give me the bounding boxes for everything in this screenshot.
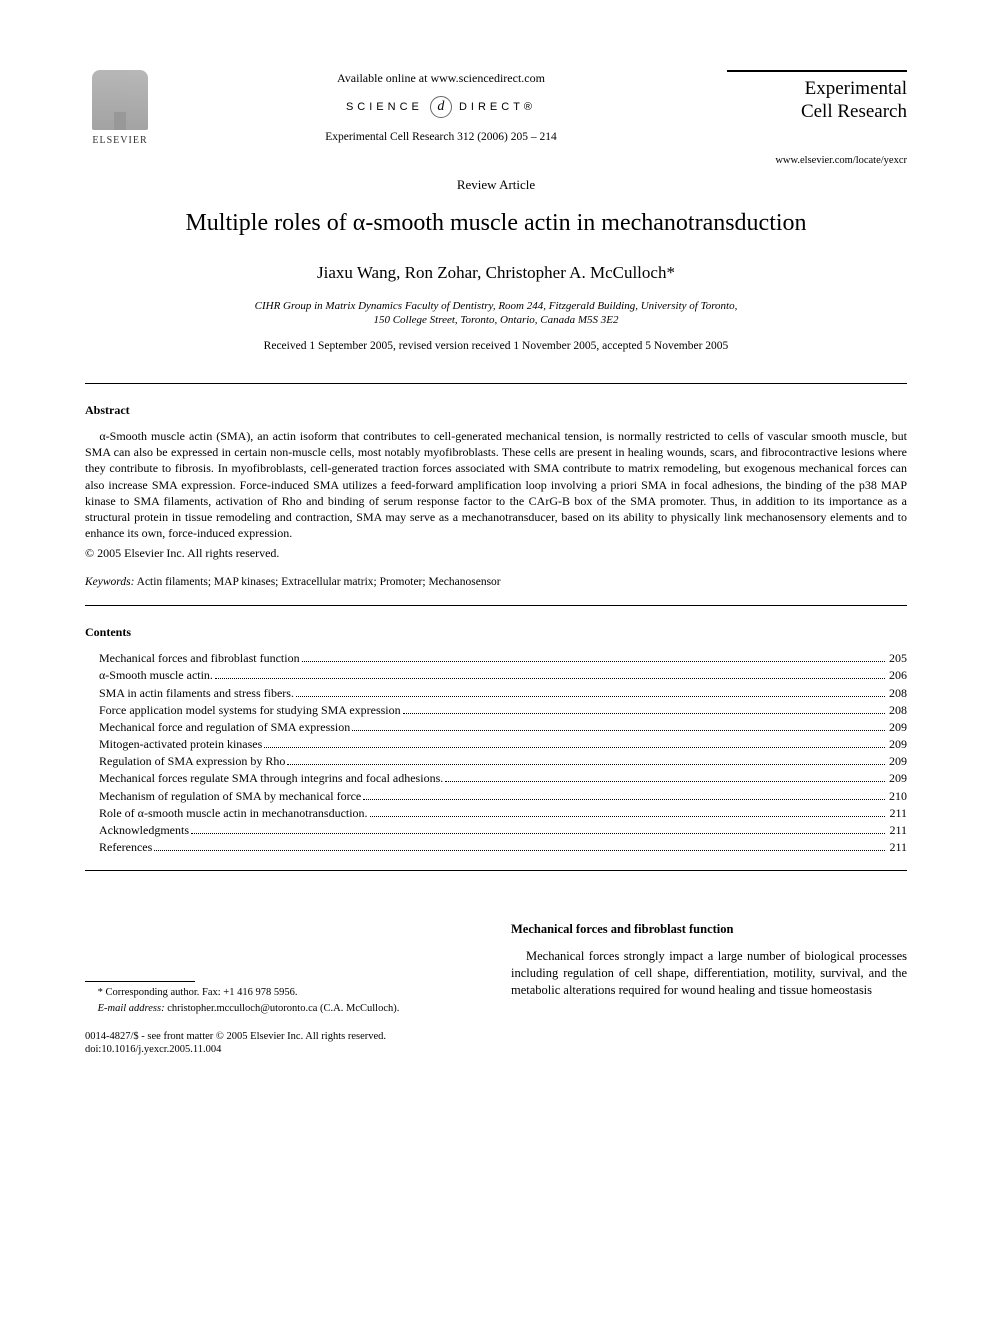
toc-page: 209: [889, 736, 907, 752]
email-line: E-mail address: christopher.mcculloch@ut…: [85, 1002, 481, 1016]
left-column: * Corresponding author. Fax: +1 416 978 …: [85, 921, 481, 1057]
toc-label: SMA in actin filaments and stress fibers…: [99, 685, 294, 701]
toc-row: Mechanical force and regulation of SMA e…: [99, 719, 907, 735]
toc-dots: [215, 670, 885, 680]
toc-dots: [264, 738, 885, 748]
publisher-logo: ELSEVIER: [85, 70, 155, 148]
email-value: christopher.mcculloch@utoronto.ca (C.A. …: [165, 1003, 400, 1014]
header-row: ELSEVIER Available online at www.science…: [85, 70, 907, 168]
toc-label: Acknowledgments: [99, 822, 189, 838]
footer-line2: doi:10.1016/j.yexcr.2005.11.004: [85, 1043, 481, 1057]
divider: [85, 870, 907, 871]
toc-row: References 211: [99, 839, 907, 855]
toc-label: Mechanical forces and fibroblast functio…: [99, 650, 300, 666]
abstract-text: α-Smooth muscle actin (SMA), an actin is…: [85, 428, 907, 541]
footnotes: * Corresponding author. Fax: +1 416 978 …: [85, 981, 481, 1015]
journal-url: www.elsevier.com/locate/yexcr: [727, 154, 907, 168]
toc-dots: [403, 704, 885, 714]
journal-title: Experimental Cell Research: [727, 70, 907, 124]
publisher-name: ELSEVIER: [92, 134, 147, 148]
sd-right: DIRECT®: [459, 101, 536, 113]
toc-dots: [296, 687, 885, 697]
journal-reference: Experimental Cell Research 312 (2006) 20…: [175, 130, 707, 146]
toc-row: Mechanical forces regulate SMA through i…: [99, 770, 907, 786]
email-label: E-mail address:: [98, 1003, 165, 1014]
toc-row: α-Smooth muscle actin. 206: [99, 667, 907, 683]
elsevier-tree-icon: [92, 70, 148, 130]
toc-dots: [154, 842, 885, 852]
toc-page: 208: [889, 702, 907, 718]
toc-dots: [363, 790, 885, 800]
toc-row: SMA in actin filaments and stress fibers…: [99, 685, 907, 701]
toc-label: α-Smooth muscle actin.: [99, 667, 213, 683]
toc-label: Force application model systems for stud…: [99, 702, 401, 718]
toc-dots: [287, 756, 885, 766]
toc-page: 205: [889, 650, 907, 666]
article-title: Multiple roles of α-smooth muscle actin …: [85, 207, 907, 239]
sd-left: SCIENCE: [346, 101, 423, 113]
body-paragraph: Mechanical forces strongly impact a larg…: [511, 948, 907, 999]
available-online-text: Available online at www.sciencedirect.co…: [175, 70, 707, 86]
footer-line1: 0014-4827/$ - see front matter © 2005 El…: [85, 1030, 481, 1044]
toc-label: Mitogen-activated protein kinases: [99, 736, 262, 752]
toc-label: Regulation of SMA expression by Rho: [99, 753, 285, 769]
toc-page: 209: [889, 753, 907, 769]
journal-title-line1: Experimental: [727, 78, 907, 101]
toc-row: Mitogen-activated protein kinases 209: [99, 736, 907, 752]
toc-dots: [191, 824, 885, 834]
footnote-rule: [85, 981, 195, 982]
toc-label: Mechanism of regulation of SMA by mechan…: [99, 788, 361, 804]
center-header: Available online at www.sciencedirect.co…: [155, 70, 727, 150]
keywords: Keywords: Actin filaments; MAP kinases; …: [85, 575, 907, 591]
keywords-text: Actin filaments; MAP kinases; Extracellu…: [134, 576, 500, 588]
toc-page: 208: [889, 685, 907, 701]
corresponding-author: * Corresponding author. Fax: +1 416 978 …: [85, 986, 481, 1000]
abstract-heading: Abstract: [85, 402, 907, 418]
toc-row: Mechanical forces and fibroblast functio…: [99, 650, 907, 666]
table-of-contents: Mechanical forces and fibroblast functio…: [85, 650, 907, 855]
journal-title-line2: Cell Research: [727, 101, 907, 124]
contents-heading: Contents: [85, 624, 907, 640]
toc-page: 210: [889, 788, 907, 804]
toc-dots: [352, 721, 885, 731]
toc-row: Regulation of SMA expression by Rho 209: [99, 753, 907, 769]
abstract-section: Abstract α-Smooth muscle actin (SMA), an…: [85, 384, 907, 605]
contents-section: Contents Mechanical forces and fibroblas…: [85, 606, 907, 870]
abstract-copyright: © 2005 Elsevier Inc. All rights reserved…: [85, 545, 907, 561]
toc-page: 211: [889, 839, 907, 855]
toc-dots: [445, 773, 885, 783]
toc-row: Role of α-smooth muscle actin in mechano…: [99, 805, 907, 821]
footer-block: 0014-4827/$ - see front matter © 2005 El…: [85, 1030, 481, 1057]
affiliation: CIHR Group in Matrix Dynamics Faculty of…: [85, 299, 907, 328]
keywords-label: Keywords:: [85, 576, 134, 588]
body-columns: * Corresponding author. Fax: +1 416 978 …: [85, 921, 907, 1057]
toc-label: Mechanical forces regulate SMA through i…: [99, 770, 443, 786]
toc-label: References: [99, 839, 152, 855]
toc-page: 211: [889, 805, 907, 821]
toc-page: 209: [889, 770, 907, 786]
journal-box: Experimental Cell Research www.elsevier.…: [727, 70, 907, 168]
sciencedirect-logo: SCIENCE d DIRECT®: [175, 96, 707, 118]
toc-label: Role of α-smooth muscle actin in mechano…: [99, 805, 368, 821]
article-type: Review Article: [85, 176, 907, 194]
toc-row: Mechanism of regulation of SMA by mechan…: [99, 788, 907, 804]
author-list: Jiaxu Wang, Ron Zohar, Christopher A. Mc…: [85, 262, 907, 285]
toc-dots: [370, 807, 886, 817]
toc-label: Mechanical force and regulation of SMA e…: [99, 719, 350, 735]
toc-page: 206: [889, 667, 907, 683]
body-section-heading: Mechanical forces and fibroblast functio…: [511, 921, 907, 938]
sd-glyph-icon: d: [430, 96, 452, 118]
affiliation-line2: 150 College Street, Toronto, Ontario, Ca…: [85, 313, 907, 327]
toc-dots: [302, 653, 885, 663]
toc-page: 209: [889, 719, 907, 735]
toc-page: 211: [889, 822, 907, 838]
affiliation-line1: CIHR Group in Matrix Dynamics Faculty of…: [85, 299, 907, 313]
right-column: Mechanical forces and fibroblast functio…: [511, 921, 907, 1057]
toc-row: Acknowledgments 211: [99, 822, 907, 838]
toc-row: Force application model systems for stud…: [99, 702, 907, 718]
article-dates: Received 1 September 2005, revised versi…: [85, 339, 907, 355]
